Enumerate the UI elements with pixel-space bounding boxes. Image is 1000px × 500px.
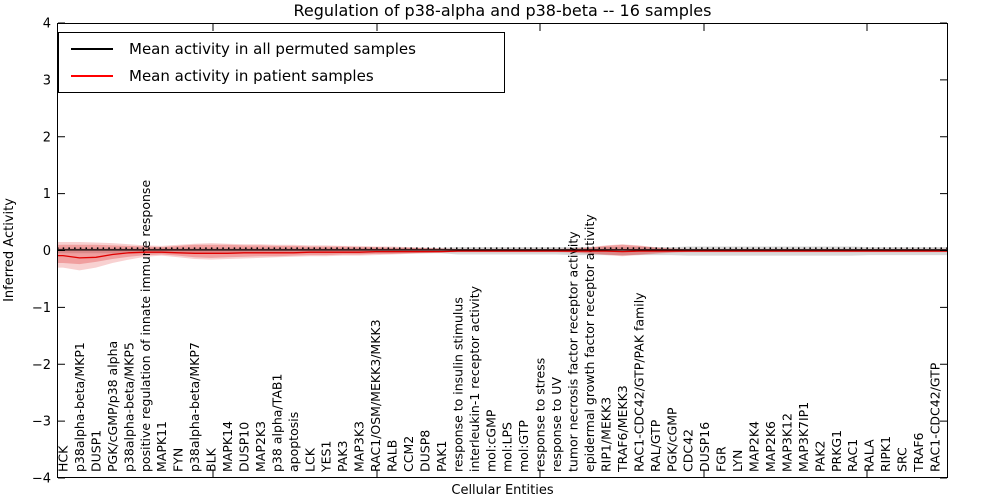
y-tick-label: 2 (43, 130, 51, 145)
x-tick-label: RALB (385, 440, 400, 472)
patient-line-swatch (71, 75, 113, 77)
x-tick-label: RAL/GTP (648, 419, 663, 472)
x-tick-label: PRKG1 (829, 430, 844, 472)
x-tick-label: response to stress (533, 358, 548, 472)
y-tick-label: −2 (32, 358, 51, 373)
x-tick-label: LCK (302, 447, 317, 472)
y-tick-label: 4 (43, 17, 51, 32)
legend-label-permuted: Mean activity in all permuted samples (129, 40, 416, 58)
x-tick-label: RIP1/MEKK3 (598, 397, 613, 472)
y-tick-label: 0 (43, 244, 51, 259)
x-axis-title: Cellular Entities (451, 483, 554, 498)
legend-entry-permuted: Mean activity in all permuted samples (71, 39, 504, 59)
x-tick-label: DUSP8 (418, 430, 433, 472)
x-tick-label: p38alpha-beta/MKP7 (187, 342, 202, 472)
x-tick-label: DUSP16 (697, 422, 712, 472)
x-tick-label: PGK/cGMP (664, 407, 679, 472)
x-tick-label: TRAF6 (911, 432, 926, 473)
x-tick-label: DUSP1 (88, 430, 103, 472)
x-tick-label: MAP2K3 (253, 421, 268, 472)
mean-activity-in-patient-samples-line (57, 250, 948, 259)
x-tick-label: FYN (171, 448, 186, 472)
x-tick-label: MAP2K4 (747, 421, 762, 472)
x-tick-label: DUSP10 (237, 422, 252, 472)
x-tick-label: CCM2 (401, 436, 416, 472)
x-tick-label: PAK1 (434, 441, 449, 472)
x-tick-label: mol:GTP (516, 420, 531, 472)
x-tick-label: RAC1-CDC42/GTP/PAK family (631, 292, 646, 472)
x-tick-label: RAC1 (845, 439, 860, 472)
y-tick-label: −3 (32, 415, 51, 430)
x-tick-label: p38alpha-beta/MKP1 (72, 342, 87, 472)
chart-title: Regulation of p38-alpha and p38-beta -- … (293, 1, 712, 20)
x-tick-label: TRAF6/MEKK3 (615, 385, 630, 473)
x-tick-label: HCK (56, 445, 71, 472)
x-tick-label: MAP2K6 (763, 421, 778, 472)
x-tick-label: RALA (862, 439, 877, 472)
y-tick-label: 1 (43, 187, 51, 202)
x-tick-label: apoptosis (286, 412, 301, 472)
permuted-line-swatch (71, 48, 113, 50)
x-tick-label: mol:LPS (500, 422, 515, 472)
x-tick-label: MAP3K12 (779, 413, 794, 472)
x-tick-label: CDC42 (681, 429, 696, 472)
legend-entry-patient: Mean activity in patient samples (71, 66, 504, 86)
x-tick-label: interleukin-1 receptor activity (467, 285, 482, 472)
x-tick-label: FGR (714, 446, 729, 472)
x-tick-label: SRC (895, 447, 910, 472)
x-tick-label: response to UV (549, 377, 564, 472)
x-tick-label: LYN (730, 450, 745, 472)
x-tick-label: RAC1/OSM/MEKK3/MKK3 (368, 319, 383, 472)
y-tick-label: −1 (32, 301, 51, 316)
x-tick-label: RAC1-CDC42/GTP (928, 362, 943, 472)
x-tick-label: positive regulation of innate immune res… (138, 180, 153, 472)
x-tick-label: BLK (204, 447, 219, 472)
x-tick-label: PGK/cGMP/p38 alpha (105, 341, 120, 472)
x-tick-label: RIPK1 (878, 436, 893, 472)
x-tick-label: MAPK14 (220, 421, 235, 472)
y-tick-label: 3 (43, 73, 51, 88)
x-tick-label: tumor necrosis factor receptor activity (566, 231, 581, 472)
legend: Mean activity in all permuted samples Me… (58, 32, 505, 93)
patient-samples-std-outer-band (57, 241, 948, 271)
axes-spines (57, 23, 948, 478)
x-tick-label: PAK3 (335, 441, 350, 472)
y-axis-title: Inferred Activity (2, 198, 17, 302)
x-tick-label: MAP3K3 (352, 421, 367, 472)
x-tick-label: YES1 (319, 441, 334, 473)
x-tick-label: MAPK11 (154, 421, 169, 472)
x-tick-label: p38alpha-beta/MKP5 (121, 342, 136, 472)
x-tick-label: epidermal growth factor receptor activit… (582, 214, 597, 472)
x-tick-label: mol:cGMP (483, 409, 498, 472)
x-tick-label: PAK2 (812, 441, 827, 472)
x-tick-label: p38 alpha/TAB1 (269, 374, 284, 472)
x-tick-label: response to insulin stimulus (450, 297, 465, 472)
y-tick-label: −4 (32, 472, 51, 487)
x-tick-label: MAP3K7IP1 (796, 402, 811, 472)
legend-label-patient: Mean activity in patient samples (129, 67, 374, 85)
